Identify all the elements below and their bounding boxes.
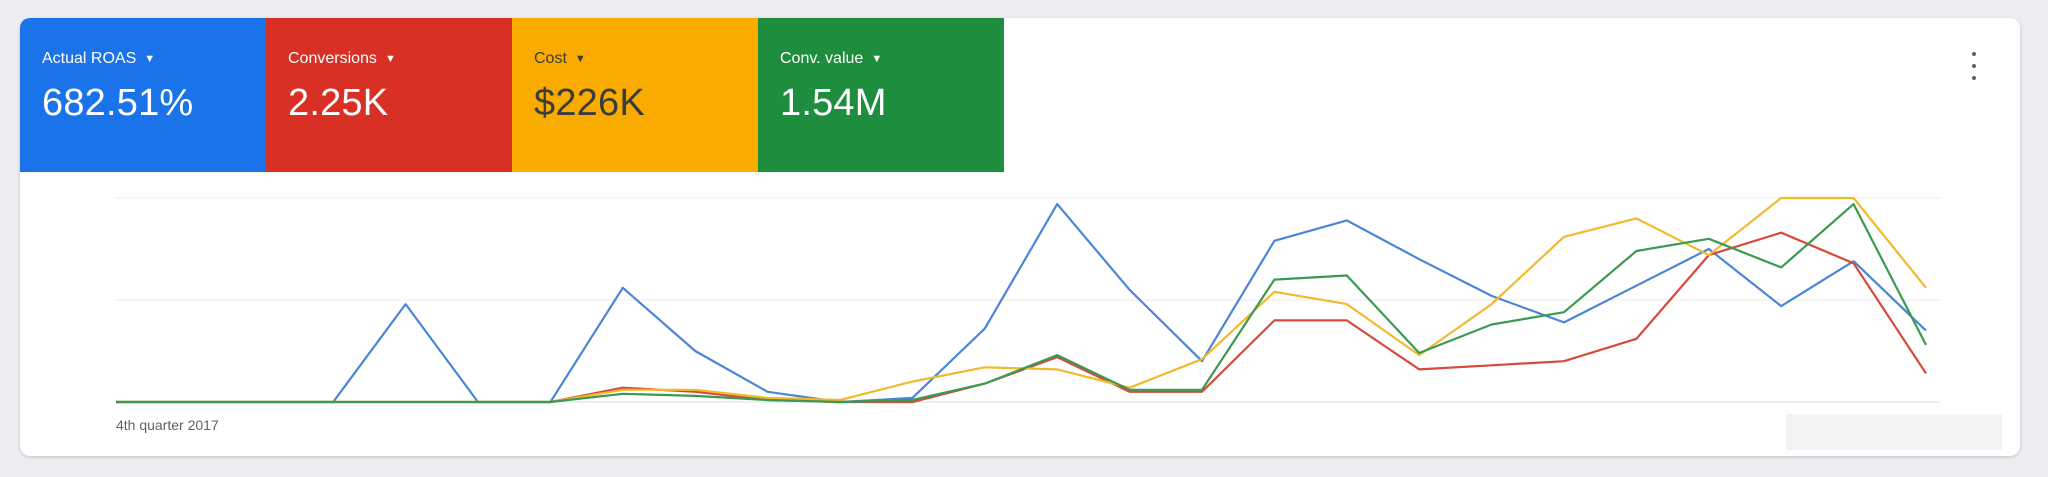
x-axis-label: 4th quarter 2017 (116, 417, 219, 433)
metric-value: 682.51% (42, 82, 194, 124)
metric-tile-cost[interactable]: Cost ▼ $226K (512, 18, 758, 172)
metric-value: 2.25K (288, 82, 389, 124)
caret-down-icon[interactable]: ▼ (384, 53, 396, 65)
caret-down-icon[interactable]: ▼ (871, 53, 883, 65)
metric-value: 1.54M (780, 82, 887, 124)
metric-label: Cost (534, 50, 567, 67)
conversions-summary-card: Actual ROAS ▼ 682.51% Conversions ▼ 2.25… (20, 18, 2020, 456)
metric-tiles: Actual ROAS ▼ 682.51% Conversions ▼ 2.25… (20, 18, 1004, 172)
metric-value: $226K (534, 82, 645, 124)
series-line-1 (116, 231, 1927, 404)
caret-down-icon[interactable]: ▼ (144, 53, 156, 65)
caret-down-icon[interactable]: ▼ (574, 53, 586, 65)
metric-tile-conv-value[interactable]: Conv. value ▼ 1.54M (758, 18, 1004, 172)
metric-label: Conv. value (780, 50, 864, 67)
series-line-3 (116, 203, 1927, 404)
metric-tile-actual-roas[interactable]: Actual ROAS ▼ 682.51% (20, 18, 266, 172)
chart-footer-panel (1786, 414, 2002, 450)
metric-label: Actual ROAS (42, 50, 137, 67)
series-line-0 (116, 203, 1927, 404)
performance-line-chart: 4th quarter 2017 (116, 196, 1940, 433)
metric-label: Conversions (288, 50, 377, 67)
metric-tile-conversions[interactable]: Conversions ▼ 2.25K (266, 18, 512, 172)
more-vert-icon[interactable] (1964, 52, 1984, 80)
